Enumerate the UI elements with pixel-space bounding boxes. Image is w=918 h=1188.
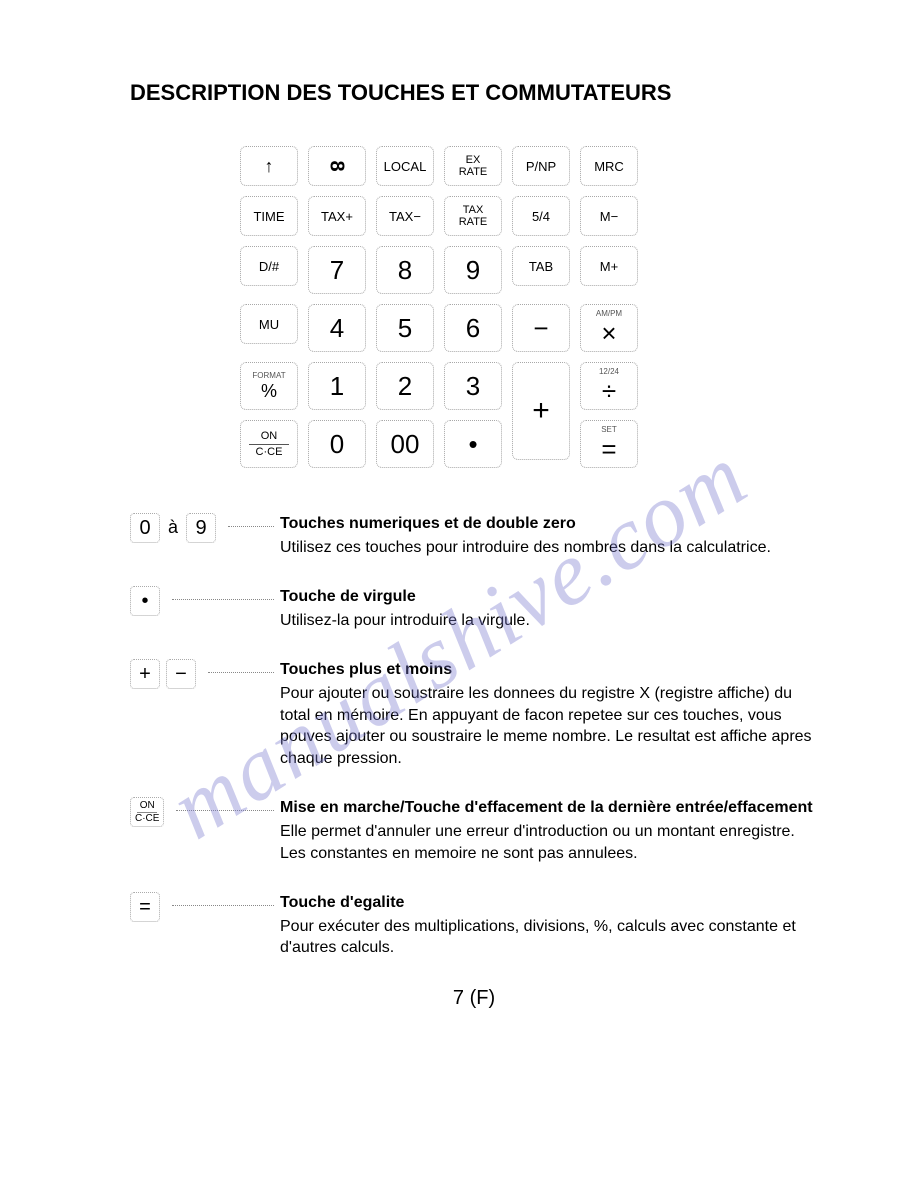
page-number: 7 (F)	[130, 987, 818, 1010]
page-title: DESCRIPTION DES TOUCHES ET COMMUTATEURS	[130, 80, 818, 106]
keypad-diagram: ↑8LOCALEXRATEP/NPMRCTIMETAX+TAX−TAXRATE5…	[240, 146, 818, 468]
desc-key: =	[130, 892, 160, 922]
keypad-key: ONC·CE	[240, 420, 298, 468]
keypad-key: 9	[444, 246, 502, 294]
keypad-key: TAXRATE	[444, 196, 502, 236]
keypad-key: M+	[580, 246, 638, 286]
dotted-connector	[228, 525, 274, 527]
desc-key: +	[130, 659, 160, 689]
desc-key-group: ONC·CE	[130, 797, 280, 864]
desc-key: 0	[130, 513, 160, 543]
keypad-key: 8	[376, 246, 434, 294]
keypad-key: 12/24÷	[580, 362, 638, 410]
keypad-key: 0	[308, 420, 366, 468]
keypad-key: MRC	[580, 146, 638, 186]
keypad-key: P/NP	[512, 146, 570, 186]
dotted-connector	[208, 671, 274, 673]
keypad-key: −	[512, 304, 570, 352]
keypad-key: 5	[376, 304, 434, 352]
desc-key-group: •	[130, 586, 280, 631]
keypad-key: 2	[376, 362, 434, 410]
desc-body: Pour exécuter des multiplications, divis…	[280, 916, 818, 959]
desc-text: Touches numeriques et de double zeroUtil…	[280, 513, 818, 558]
range-separator: à	[166, 513, 180, 538]
keypad-key: 4	[308, 304, 366, 352]
keypad-key: 00	[376, 420, 434, 468]
desc-key-group: 0à9	[130, 513, 280, 558]
keypad-key: TAX−	[376, 196, 434, 236]
desc-key-group: =	[130, 892, 280, 959]
desc-title: Touche de virgule	[280, 586, 818, 608]
keypad-key: +	[512, 362, 570, 460]
keypad-key: TAB	[512, 246, 570, 286]
desc-title: Mise en marche/Touche d'effacement de la…	[280, 797, 818, 819]
keypad-key: EXRATE	[444, 146, 502, 186]
dotted-connector	[172, 904, 274, 906]
desc-text: Mise en marche/Touche d'effacement de la…	[280, 797, 818, 864]
desc-key-group: +−	[130, 659, 280, 769]
keypad-key: SET=	[580, 420, 638, 468]
desc-title: Touches numeriques et de double zero	[280, 513, 818, 535]
keypad-key: TAX+	[308, 196, 366, 236]
desc-body: Elle permet d'annuler une erreur d'intro…	[280, 821, 818, 864]
key-descriptions: 0à9Touches numeriques et de double zeroU…	[130, 513, 818, 959]
keypad-key: •	[444, 420, 502, 468]
keypad-key: ↑	[240, 146, 298, 186]
keypad-key: LOCAL	[376, 146, 434, 186]
keypad-key: 5/4	[512, 196, 570, 236]
keypad-key: MU	[240, 304, 298, 344]
desc-key: •	[130, 586, 160, 616]
keypad-key: D/#	[240, 246, 298, 286]
keypad-key: FORMAT%	[240, 362, 298, 410]
desc-key: −	[166, 659, 196, 689]
desc-body: Utilisez-la pour introduire la virgule.	[280, 610, 818, 632]
dotted-connector	[176, 809, 274, 811]
desc-body: Utilisez ces touches pour introduire des…	[280, 537, 818, 559]
desc-key: 9	[186, 513, 216, 543]
desc-key: ONC·CE	[130, 797, 164, 827]
keypad-key: AM/PM×	[580, 304, 638, 352]
keypad-key: 8	[308, 146, 366, 186]
keypad-key: 1	[308, 362, 366, 410]
desc-title: Touche d'egalite	[280, 892, 818, 914]
desc-text: Touche de virguleUtilisez-la pour introd…	[280, 586, 818, 631]
dotted-connector	[172, 598, 274, 600]
desc-title: Touches plus et moins	[280, 659, 818, 681]
keypad-key: 6	[444, 304, 502, 352]
keypad-key: M−	[580, 196, 638, 236]
desc-body: Pour ajouter ou soustraire les donnees d…	[280, 683, 818, 769]
keypad-key: TIME	[240, 196, 298, 236]
desc-text: Touche d'egalitePour exécuter des multip…	[280, 892, 818, 959]
keypad-key: 3	[444, 362, 502, 410]
keypad-key: 7	[308, 246, 366, 294]
desc-text: Touches plus et moinsPour ajouter ou sou…	[280, 659, 818, 769]
